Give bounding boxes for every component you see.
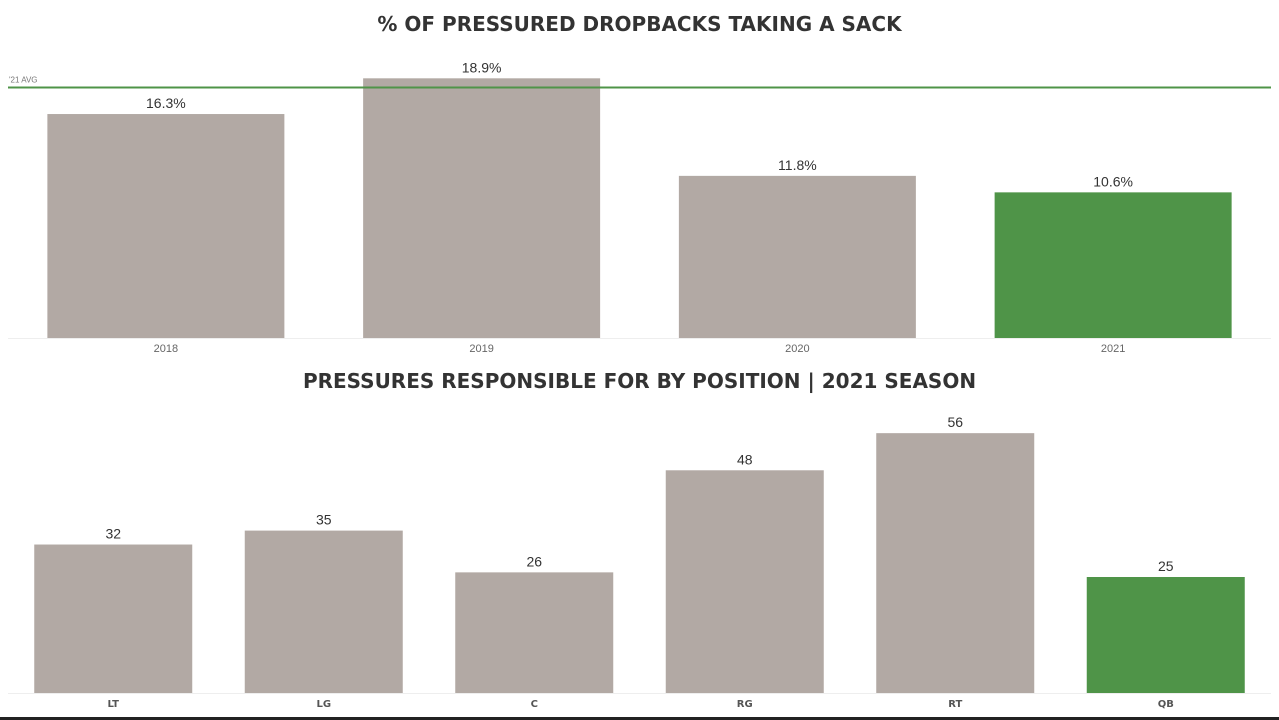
bar-qb bbox=[1086, 577, 1245, 693]
chart-title-sack-rate: % OF PRESSURED DROPBACKS TAKING A SACK bbox=[377, 12, 902, 36]
data-label-rt: 56 bbox=[947, 414, 963, 430]
x-tick-label-rg: RG bbox=[737, 699, 753, 710]
x-tick-label-rt: RT bbox=[948, 699, 962, 710]
data-label-lg: 35 bbox=[316, 512, 332, 528]
data-label-2021: 10.6% bbox=[1093, 173, 1133, 189]
bar-c bbox=[455, 572, 614, 693]
bar-2018 bbox=[47, 114, 285, 339]
bar-rg bbox=[665, 470, 824, 693]
bar-2020 bbox=[678, 175, 916, 338]
x-tick-label-lg: LG bbox=[316, 699, 331, 710]
data-label-2018: 16.3% bbox=[146, 95, 186, 111]
x-tick-label-2020: 2020 bbox=[785, 343, 809, 355]
bar-2019 bbox=[363, 78, 601, 339]
chart-title-pressures-by-position: PRESSURES RESPONSIBLE FOR BY POSITION | … bbox=[302, 369, 977, 393]
bottom-border bbox=[0, 717, 1279, 720]
bar-2021 bbox=[994, 192, 1232, 338]
bar-lt bbox=[34, 544, 193, 693]
x-tick-label-lt: LT bbox=[107, 699, 119, 710]
data-label-2019: 18.9% bbox=[462, 59, 502, 75]
x-tick-label-qb: QB bbox=[1158, 699, 1174, 710]
data-label-c: 26 bbox=[526, 553, 542, 569]
data-label-qb: 25 bbox=[1158, 558, 1174, 574]
data-label-rg: 48 bbox=[737, 451, 753, 467]
data-label-lt: 32 bbox=[105, 526, 121, 542]
reference-line-label: '21 AVG bbox=[9, 76, 38, 85]
x-tick-label-c: C bbox=[531, 699, 538, 710]
x-tick-label-2019: 2019 bbox=[469, 343, 493, 355]
bar-rt bbox=[876, 433, 1035, 693]
data-label-2020: 11.8% bbox=[778, 157, 817, 173]
bar-lg bbox=[244, 530, 403, 693]
x-tick-label-2021: 2021 bbox=[1101, 343, 1125, 355]
x-tick-label-2018: 2018 bbox=[154, 343, 178, 355]
